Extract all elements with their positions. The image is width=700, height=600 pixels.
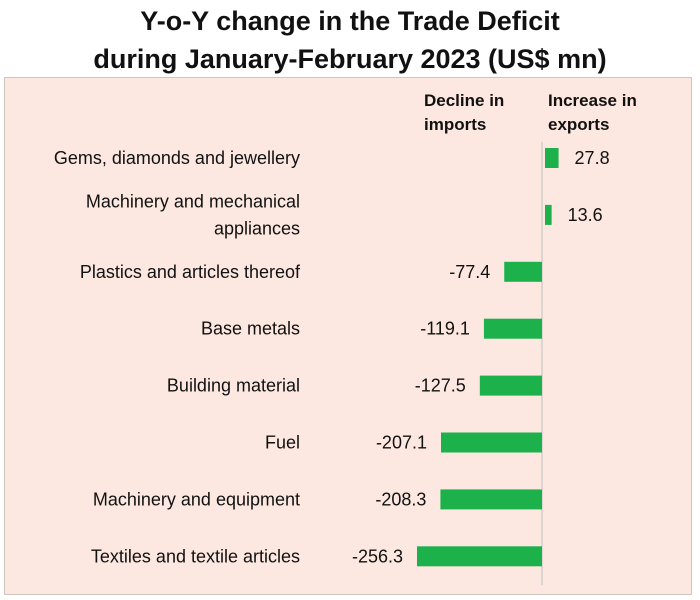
- bar: [479, 375, 542, 396]
- plot-area: [4, 77, 692, 595]
- category-label: Gems, diamonds and jewellery: [54, 148, 300, 168]
- category-label: Machinery and equipment: [93, 489, 300, 509]
- bar: [440, 489, 542, 510]
- legend-decline-in-imports: Decline in imports: [424, 89, 504, 137]
- data-label: -119.1: [420, 319, 470, 339]
- bar: [545, 204, 552, 225]
- bar: [504, 261, 542, 282]
- data-label: -256.3: [352, 546, 403, 566]
- category-label: Textiles and textile articles: [91, 546, 300, 566]
- legend-increase-line-2: exports: [548, 115, 610, 134]
- data-label: -127.5: [415, 376, 466, 396]
- data-label: -207.1: [376, 433, 427, 453]
- category-label: Base metals: [201, 319, 300, 339]
- category-label: Machinery and mechanical: [86, 191, 300, 211]
- data-label: 13.6: [568, 205, 603, 225]
- bar: [483, 318, 542, 339]
- bar: [545, 148, 559, 168]
- category-label: Plastics and articles thereof: [80, 262, 301, 282]
- category-label: appliances: [214, 218, 300, 238]
- category-label: Building material: [167, 376, 300, 396]
- legend-decline-line-1: Decline in: [424, 91, 505, 110]
- legend-increase-in-exports: Increase in exports: [548, 89, 637, 137]
- bar: [417, 546, 542, 567]
- data-label: -208.3: [375, 489, 426, 509]
- data-label: -77.4: [449, 262, 490, 282]
- chart-title-line-2: during January-February 2023 (US$ mn): [93, 44, 607, 74]
- legend-increase-line-1: Increase in: [548, 91, 637, 110]
- legend-decline-line-2: imports: [424, 115, 487, 134]
- chart-title-line-1: Y-o-Y change in the Trade Deficit: [140, 6, 560, 36]
- data-label: 27.8: [575, 148, 610, 168]
- bar: [440, 432, 542, 453]
- category-label: Fuel: [265, 433, 300, 453]
- chart-title: Y-o-Y change in the Trade Deficit during…: [0, 2, 700, 78]
